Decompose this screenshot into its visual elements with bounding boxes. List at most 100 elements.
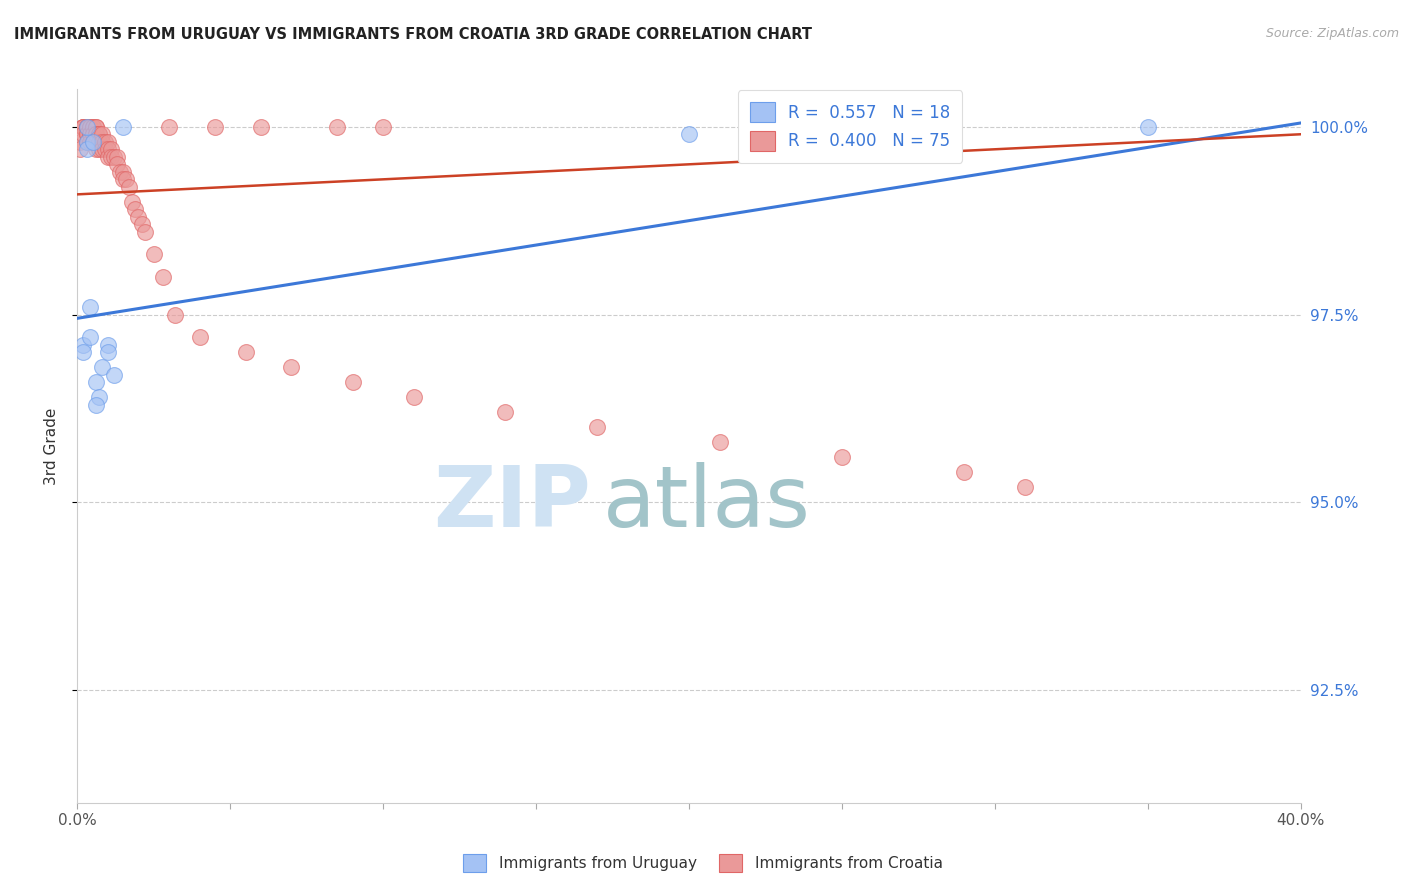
Legend: Immigrants from Uruguay, Immigrants from Croatia: Immigrants from Uruguay, Immigrants from… <box>456 846 950 880</box>
Point <box>84 375 107 389</box>
Text: ZIP: ZIP <box>433 461 591 545</box>
Point <box>100 142 122 156</box>
Point <box>82 128 104 142</box>
Point <box>165 308 187 322</box>
Point <box>235 345 257 359</box>
Point <box>97 150 120 164</box>
Point <box>79 300 101 314</box>
Point <box>1014 480 1036 494</box>
Point <box>90 360 112 375</box>
Point <box>82 135 104 149</box>
Point <box>72 128 94 142</box>
Point <box>72 345 94 359</box>
Point <box>105 150 128 164</box>
Point <box>342 375 364 389</box>
Point <box>97 142 120 156</box>
Point <box>103 150 125 164</box>
Point <box>69 142 91 156</box>
Point <box>128 210 150 224</box>
Point <box>112 165 135 179</box>
Point <box>84 128 107 142</box>
Text: atlas: atlas <box>603 461 811 545</box>
Point <box>72 120 94 134</box>
Point <box>84 128 107 142</box>
Point <box>76 135 98 149</box>
Point <box>105 157 128 171</box>
Point <box>586 420 609 434</box>
Point <box>97 345 120 359</box>
Point <box>90 142 112 156</box>
Point <box>108 165 131 179</box>
Point <box>118 179 141 194</box>
Point <box>87 142 110 156</box>
Point <box>84 142 107 156</box>
Point <box>90 128 112 142</box>
Point <box>131 218 153 232</box>
Point <box>76 142 98 156</box>
Point <box>84 120 107 134</box>
Point <box>87 135 110 149</box>
Point <box>1136 120 1159 134</box>
Point <box>115 172 138 186</box>
Point <box>84 135 107 149</box>
Point <box>326 120 349 134</box>
Point <box>402 390 425 404</box>
Point <box>188 330 211 344</box>
Point <box>82 128 104 142</box>
Point <box>72 120 94 134</box>
Point <box>76 128 98 142</box>
Point <box>204 120 226 134</box>
Point <box>72 120 94 134</box>
Point <box>112 172 135 186</box>
Point <box>121 194 143 209</box>
Point <box>76 120 98 134</box>
Point <box>79 128 101 142</box>
Point <box>84 120 107 134</box>
Point <box>94 135 117 149</box>
Point <box>79 120 101 134</box>
Point <box>76 128 98 142</box>
Point <box>97 337 120 351</box>
Point <box>100 150 122 164</box>
Point <box>72 337 94 351</box>
Point <box>112 120 135 134</box>
Legend: R =  0.557   N = 18, R =  0.400   N = 75: R = 0.557 N = 18, R = 0.400 N = 75 <box>738 90 962 162</box>
Point <box>124 202 146 217</box>
Point <box>79 135 101 149</box>
Point <box>76 120 98 134</box>
Point <box>142 247 165 261</box>
Point <box>72 120 94 134</box>
Point <box>103 368 125 382</box>
Point <box>371 120 394 134</box>
Point <box>157 120 180 134</box>
Point <box>87 128 110 142</box>
Point <box>69 135 91 149</box>
Point <box>84 398 107 412</box>
Y-axis label: 3rd Grade: 3rd Grade <box>44 408 59 484</box>
Point <box>76 120 98 134</box>
Point <box>79 330 101 344</box>
Text: Source: ZipAtlas.com: Source: ZipAtlas.com <box>1265 27 1399 40</box>
Point <box>97 135 120 149</box>
Point <box>90 135 112 149</box>
Point <box>82 120 104 134</box>
Point <box>82 135 104 149</box>
Point <box>87 390 110 404</box>
Point <box>94 142 117 156</box>
Point <box>953 465 976 479</box>
Point <box>87 128 110 142</box>
Point <box>495 405 517 419</box>
Point <box>678 128 700 142</box>
Point <box>280 360 302 375</box>
Point <box>79 120 101 134</box>
Point <box>76 120 98 134</box>
Point <box>152 270 174 285</box>
Point <box>82 120 104 134</box>
Point <box>76 135 98 149</box>
Point <box>709 435 731 450</box>
Point <box>79 128 101 142</box>
Point <box>831 450 853 465</box>
Point <box>250 120 273 134</box>
Point <box>134 225 156 239</box>
Text: IMMIGRANTS FROM URUGUAY VS IMMIGRANTS FROM CROATIA 3RD GRADE CORRELATION CHART: IMMIGRANTS FROM URUGUAY VS IMMIGRANTS FR… <box>14 27 813 42</box>
